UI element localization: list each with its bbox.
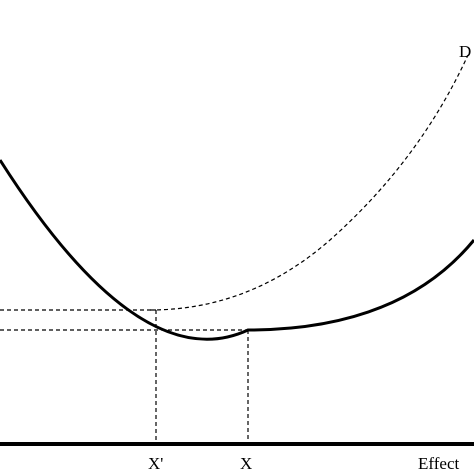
curve-label-d: D	[459, 42, 471, 61]
tick-label-x-prime: X'	[148, 454, 163, 473]
solid-curve	[0, 159, 474, 341]
axis-label-effect: Effect	[418, 454, 459, 473]
dashed-curve-d	[149, 54, 469, 311]
tick-label-x: X	[240, 454, 252, 473]
